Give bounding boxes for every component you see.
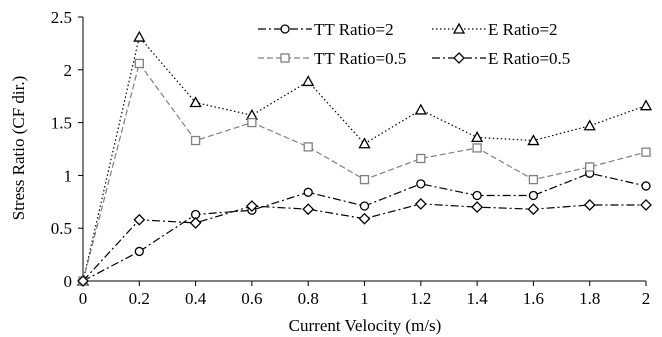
legend-marker (452, 22, 466, 34)
data-point (583, 199, 596, 211)
y-tick-label: 2 (64, 61, 73, 80)
y-tick-labels: 0 0.5 1 1.5 2 2.5 (51, 8, 72, 291)
y-tick-label: 0.5 (51, 219, 72, 238)
data-point (359, 201, 370, 211)
data-point (134, 246, 144, 257)
legend-marker (280, 53, 290, 63)
series-line (82, 62, 647, 282)
data-point (585, 162, 595, 172)
data-point (472, 190, 482, 201)
x-tick-labels: 0 0.2 0.4 0.6 0.8 1 1.2 1.4 1.6 1.8 2 (79, 289, 651, 308)
data-point (359, 174, 370, 185)
y-axis-title: Stress Ratio (CF dir.) (9, 76, 28, 221)
data-point (302, 75, 315, 87)
legend-entry: TT Ratio=0.5 (258, 49, 406, 68)
legend-label: E Ratio=0.5 (488, 49, 570, 68)
legend-label: E Ratio=2 (488, 20, 558, 39)
data-point (639, 99, 653, 111)
x-tick-label: 0 (79, 289, 88, 308)
series-line (82, 35, 647, 282)
x-tick-label: 1.4 (466, 289, 488, 308)
legend-marker (280, 24, 290, 34)
data-point (133, 213, 146, 226)
legend-entry: E Ratio=0.5 (432, 49, 570, 68)
data-point (189, 96, 202, 108)
data-point (414, 197, 427, 210)
y-tick-label: 2.5 (51, 8, 72, 27)
data-point (416, 179, 426, 189)
legend: TT Ratio=2 E Ratio=2 TT Ratio=0.5 E Ratio=0… (258, 20, 570, 68)
x-tick-label: 2 (642, 289, 651, 308)
series-e-ratio-2 (76, 30, 653, 286)
legend-entry: TT Ratio=2 (258, 20, 394, 39)
y-tick-label: 1 (64, 166, 73, 185)
legend-entry: E Ratio=2 (432, 20, 558, 39)
data-point (133, 30, 146, 42)
data-point (190, 135, 201, 146)
legend-label: TT Ratio=0.5 (314, 49, 406, 68)
x-tick-label: 0.8 (298, 289, 319, 308)
x-tick-label: 1.8 (579, 289, 600, 308)
data-point (527, 134, 540, 146)
x-tick-label: 0.6 (241, 289, 262, 308)
data-point (414, 103, 427, 115)
data-point (471, 201, 484, 213)
axes (78, 16, 647, 286)
x-axis-title: Current Velocity (m/s) (289, 316, 442, 335)
x-tick-label: 0.2 (129, 289, 150, 308)
series-e-ratio-0-5 (77, 197, 652, 287)
data-point (247, 117, 257, 128)
data-point (245, 108, 259, 120)
data-point (358, 212, 371, 225)
data-point (470, 131, 484, 143)
legend-label: TT Ratio=2 (314, 20, 394, 39)
data-point (527, 203, 540, 216)
data-point (583, 119, 596, 131)
data-point (641, 181, 651, 191)
series-tt-ratio-0-5 (78, 58, 651, 286)
data-point (302, 203, 315, 216)
x-tick-label: 0.4 (185, 289, 207, 308)
series-line (82, 172, 647, 282)
data-point (472, 143, 482, 153)
data-point (189, 217, 202, 229)
x-tick-label: 1.2 (410, 289, 431, 308)
data-point (303, 142, 313, 152)
data-point (528, 190, 539, 201)
y-tick-label: 1.5 (51, 114, 72, 133)
x-tick-label: 1 (360, 289, 369, 308)
x-tick-label: 1.6 (523, 289, 544, 308)
data-point (528, 174, 539, 185)
data-point (245, 200, 258, 212)
series-tt-ratio-2 (78, 168, 651, 286)
y-tick-label: 0 (64, 272, 73, 291)
data-point (303, 187, 313, 197)
data-point (358, 137, 371, 149)
data-point (134, 58, 144, 69)
data-point (641, 147, 651, 157)
series-layer (76, 30, 653, 287)
data-point (640, 199, 652, 211)
data-point (77, 275, 89, 287)
data-point (416, 153, 426, 164)
legend-marker (453, 52, 465, 64)
